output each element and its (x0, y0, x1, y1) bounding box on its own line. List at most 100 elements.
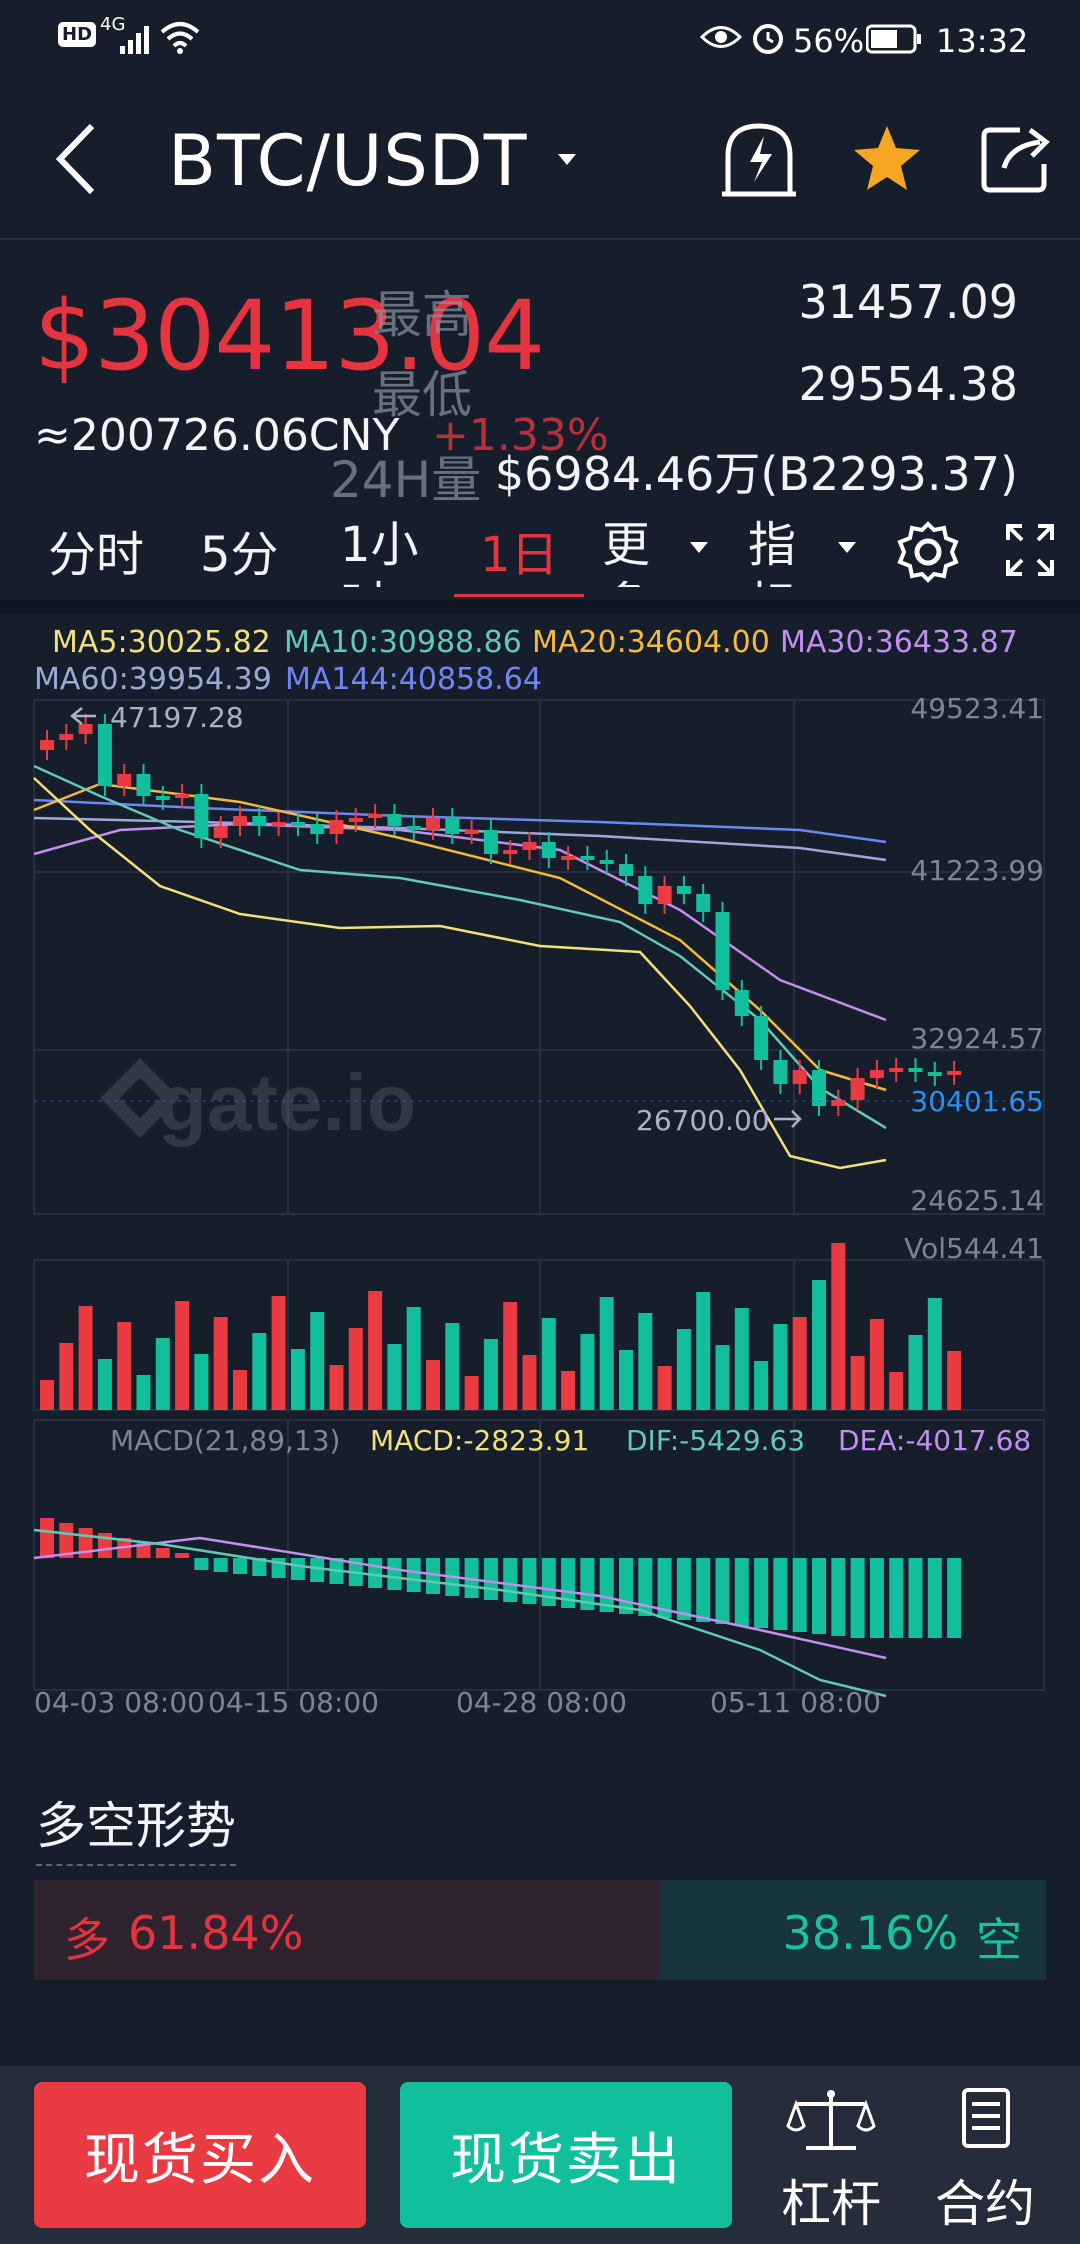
low-value: 29554.38 (798, 357, 1019, 411)
candle-body (175, 794, 190, 798)
candle-body (406, 826, 421, 830)
signal-icon (120, 26, 149, 54)
bottom-action-bar: 现货买入 现货卖出 杠杆 合约 (0, 2066, 1080, 2244)
contract-document-icon (962, 2088, 1010, 2148)
volume-bar (908, 1335, 923, 1410)
clock: 13:32 (936, 22, 1029, 60)
candle-body (426, 818, 440, 830)
macd-bar (252, 1558, 267, 1576)
volume-bar (348, 1328, 363, 1410)
hd-indicator: HD (58, 22, 97, 47)
tab-timeshare[interactable]: 分时 (48, 527, 145, 583)
macd-bar (850, 1558, 865, 1638)
header: BTC/USDT (0, 80, 1080, 240)
candle-body (97, 724, 112, 786)
tab-indicator[interactable]: 指标 (748, 517, 797, 587)
fullscreen-icon[interactable] (1004, 522, 1056, 578)
x-axis-1: 04-15 08:00 (208, 1686, 379, 1719)
volume-bar (233, 1370, 247, 1410)
volume-bar (561, 1371, 576, 1410)
dea-line (33, 1536, 887, 1660)
pair-title[interactable]: BTC/USDT (168, 120, 528, 202)
back-icon[interactable] (52, 122, 98, 196)
macd-bar (619, 1558, 633, 1614)
tab-1day[interactable]: 1日 (480, 527, 559, 583)
long-short-title: 多空形势 (36, 1786, 236, 1866)
tab-more[interactable]: 更多 (602, 517, 651, 587)
macd-label: MACD(21,89,13) (110, 1424, 340, 1457)
contract-button[interactable]: 合约 (920, 2086, 1050, 2233)
macd-bar (194, 1558, 209, 1570)
price-axis-1: 41223.99 (910, 854, 1044, 887)
chevron-down-icon[interactable] (556, 152, 578, 168)
candle-body (155, 796, 170, 800)
low-label: 最低 (372, 366, 472, 424)
share-icon[interactable] (980, 124, 1052, 194)
x-axis-3: 05-11 08:00 (710, 1686, 881, 1719)
candle-body (715, 912, 730, 990)
current-price-tag: 30401.65 (910, 1085, 1044, 1118)
volume-bar (310, 1312, 325, 1410)
macd-bar (696, 1558, 711, 1622)
favorite-star-icon[interactable] (852, 124, 922, 192)
macd-bar (676, 1558, 691, 1620)
volume-bar (40, 1380, 54, 1410)
macd-bar (580, 1558, 595, 1610)
macd-bar (773, 1558, 788, 1630)
ma144-label: MA144:40858.64 (285, 662, 542, 697)
volume-bar (136, 1375, 151, 1410)
price-alert-icon[interactable] (720, 120, 798, 200)
candle-body (40, 740, 54, 750)
volume-bar (831, 1243, 846, 1410)
cny-price: ≈200726.06CNY (34, 410, 400, 461)
macd-bar (638, 1558, 653, 1616)
candle-body (599, 860, 614, 864)
volume-bar (715, 1345, 730, 1410)
macd-bar (426, 1558, 440, 1594)
volume-24h-value: $6984.46万(B2293.37) (494, 447, 1018, 501)
volume-24h-label: 24H量 (330, 451, 482, 509)
macd-bar (213, 1558, 228, 1572)
spot-sell-button[interactable]: 现货卖出 (400, 2082, 732, 2228)
tab-5min[interactable]: 5分 (200, 527, 279, 583)
volume-bar (59, 1343, 74, 1410)
battery-percent: 56% (793, 22, 865, 60)
candle-body (136, 774, 151, 796)
kline-chart[interactable]: gate.io 47197.28 26700.00 49523.41 41223… (0, 690, 1080, 1720)
macd-bar (831, 1558, 846, 1636)
volume-bar (503, 1302, 518, 1410)
ma10-label: MA10:30988.86 (284, 625, 522, 660)
long-value: 61.84% (128, 1906, 304, 1960)
margin-button[interactable]: 杠杆 (766, 2086, 896, 2233)
macd-bar (541, 1558, 556, 1606)
macd-bar (483, 1558, 498, 1600)
volume-bar (773, 1324, 788, 1410)
ma10-line (33, 764, 887, 1130)
candle-body (927, 1072, 942, 1076)
more-dropdown-icon[interactable] (688, 540, 710, 556)
volume-bar (117, 1322, 132, 1410)
macd-bar (136, 1543, 151, 1558)
volume-bar (889, 1372, 904, 1410)
volume-bar (271, 1296, 286, 1410)
candle-body (908, 1068, 923, 1072)
indicator-dropdown-icon[interactable] (836, 540, 858, 556)
dif-line (33, 1528, 887, 1698)
volume-bar (426, 1360, 440, 1410)
macd-histogram (40, 1518, 962, 1638)
price-axis-3: 24625.14 (910, 1184, 1044, 1217)
candle-body (233, 816, 247, 826)
candle-body (310, 824, 325, 834)
volume-bar (792, 1317, 807, 1410)
spot-buy-button[interactable]: 现货买入 (34, 2082, 366, 2228)
wifi-icon (160, 22, 200, 54)
settings-gear-icon[interactable] (896, 520, 960, 584)
volume-bar (869, 1319, 884, 1410)
macd-bar (387, 1558, 402, 1590)
candle-body (464, 830, 479, 834)
volume-bar (483, 1339, 498, 1410)
macd-bar (310, 1558, 325, 1582)
candle-body (522, 842, 537, 850)
long-label: 多 (64, 1913, 110, 1967)
tab-1hour[interactable]: 1小时 (340, 517, 419, 587)
